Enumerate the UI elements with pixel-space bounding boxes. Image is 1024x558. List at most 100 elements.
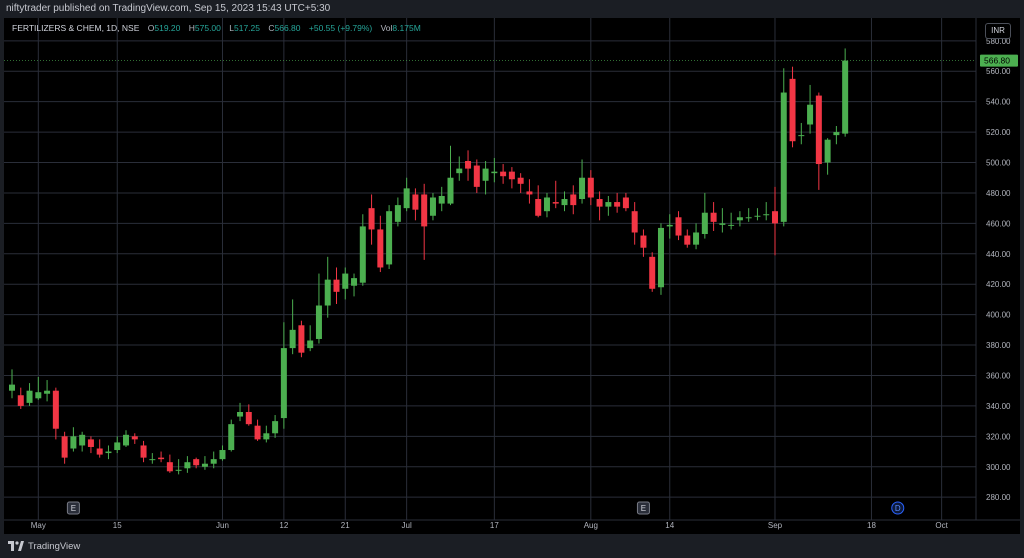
candle[interactable] <box>807 84 814 134</box>
candle[interactable] <box>640 229 647 257</box>
candle[interactable] <box>780 68 787 227</box>
candle[interactable] <box>228 419 235 452</box>
candle[interactable] <box>79 431 86 452</box>
candle[interactable] <box>649 252 656 292</box>
candle[interactable] <box>579 159 586 204</box>
candle[interactable] <box>482 160 489 195</box>
candle[interactable] <box>666 214 673 239</box>
candle[interactable] <box>701 192 708 239</box>
candle[interactable] <box>26 383 33 406</box>
candle[interactable] <box>429 192 436 221</box>
candle[interactable] <box>280 322 287 429</box>
candle[interactable] <box>798 122 805 145</box>
candle[interactable] <box>131 433 138 444</box>
candle[interactable] <box>736 211 743 227</box>
candle[interactable] <box>368 194 375 245</box>
candle[interactable] <box>35 377 42 400</box>
candle[interactable] <box>684 229 691 248</box>
candle[interactable] <box>17 387 24 409</box>
candle[interactable] <box>149 453 156 464</box>
candle[interactable] <box>693 223 700 250</box>
candle[interactable] <box>412 188 419 221</box>
candle[interactable] <box>61 431 68 464</box>
candle[interactable] <box>719 208 726 233</box>
candle[interactable] <box>44 380 51 402</box>
candle[interactable] <box>614 192 621 213</box>
candle[interactable] <box>342 267 349 300</box>
candle[interactable] <box>675 211 682 241</box>
candle[interactable] <box>456 156 463 181</box>
candle[interactable] <box>824 138 831 175</box>
candle[interactable] <box>201 456 208 470</box>
candle[interactable] <box>298 320 305 358</box>
candle[interactable] <box>351 273 358 297</box>
candle[interactable] <box>87 436 94 454</box>
candle[interactable] <box>403 177 410 212</box>
candle[interactable] <box>52 387 59 440</box>
candle[interactable] <box>473 159 480 193</box>
candle[interactable] <box>508 167 515 189</box>
candle[interactable] <box>517 173 524 193</box>
candle[interactable] <box>771 186 778 256</box>
candle[interactable] <box>605 195 612 216</box>
candle[interactable] <box>438 186 445 212</box>
candle[interactable] <box>307 325 314 352</box>
candle[interactable] <box>114 436 121 454</box>
candle[interactable] <box>552 180 559 209</box>
candle[interactable] <box>245 404 252 426</box>
candle[interactable] <box>535 185 542 218</box>
candle[interactable] <box>596 191 603 221</box>
candle[interactable] <box>728 212 735 230</box>
candle[interactable] <box>289 299 296 355</box>
candle[interactable] <box>123 430 130 447</box>
candle[interactable] <box>500 164 507 184</box>
candle[interactable] <box>254 419 261 441</box>
candle[interactable] <box>219 445 226 461</box>
candle[interactable] <box>175 459 182 475</box>
candle[interactable] <box>745 208 752 222</box>
candle[interactable] <box>561 191 568 212</box>
candle[interactable] <box>657 223 664 295</box>
candle[interactable] <box>587 170 594 206</box>
candle[interactable] <box>815 92 822 190</box>
candle[interactable] <box>754 208 761 221</box>
candle[interactable] <box>105 445 112 460</box>
currency-button[interactable]: INR <box>985 23 1011 39</box>
candle[interactable] <box>833 126 840 145</box>
candlestick-chart[interactable]: E E D 280.00 300.00 320.00 340.00 360.00 380.00… <box>4 18 1020 534</box>
candle[interactable] <box>193 457 200 469</box>
candle[interactable] <box>763 202 770 221</box>
candle[interactable] <box>333 267 340 304</box>
candle[interactable] <box>324 256 331 318</box>
candle[interactable] <box>447 145 454 206</box>
candle[interactable] <box>543 192 550 218</box>
candle[interactable] <box>237 402 244 422</box>
candle[interactable] <box>70 427 77 452</box>
candle[interactable] <box>842 48 849 137</box>
candle[interactable] <box>631 202 638 245</box>
candle[interactable] <box>263 425 270 443</box>
candle[interactable] <box>394 197 401 227</box>
candle[interactable] <box>526 179 533 204</box>
candle[interactable] <box>315 273 322 344</box>
candle[interactable] <box>789 66 796 148</box>
candle[interactable] <box>570 185 577 215</box>
candle[interactable] <box>9 369 15 399</box>
event-marker[interactable]: E <box>636 501 650 515</box>
candle[interactable] <box>140 440 147 463</box>
candle[interactable] <box>210 451 217 469</box>
candle[interactable] <box>386 205 393 269</box>
event-marker[interactable]: D <box>891 501 905 515</box>
candle[interactable] <box>465 150 472 181</box>
event-marker[interactable]: E <box>66 501 80 515</box>
candle[interactable] <box>710 202 717 231</box>
candle[interactable] <box>421 183 428 260</box>
candle[interactable] <box>491 157 498 183</box>
candle[interactable] <box>166 454 173 473</box>
candle[interactable] <box>96 439 103 458</box>
candle[interactable] <box>359 214 366 286</box>
candle[interactable] <box>272 415 279 438</box>
candle[interactable] <box>622 192 629 212</box>
candle[interactable] <box>158 451 165 463</box>
candle[interactable] <box>377 215 384 273</box>
